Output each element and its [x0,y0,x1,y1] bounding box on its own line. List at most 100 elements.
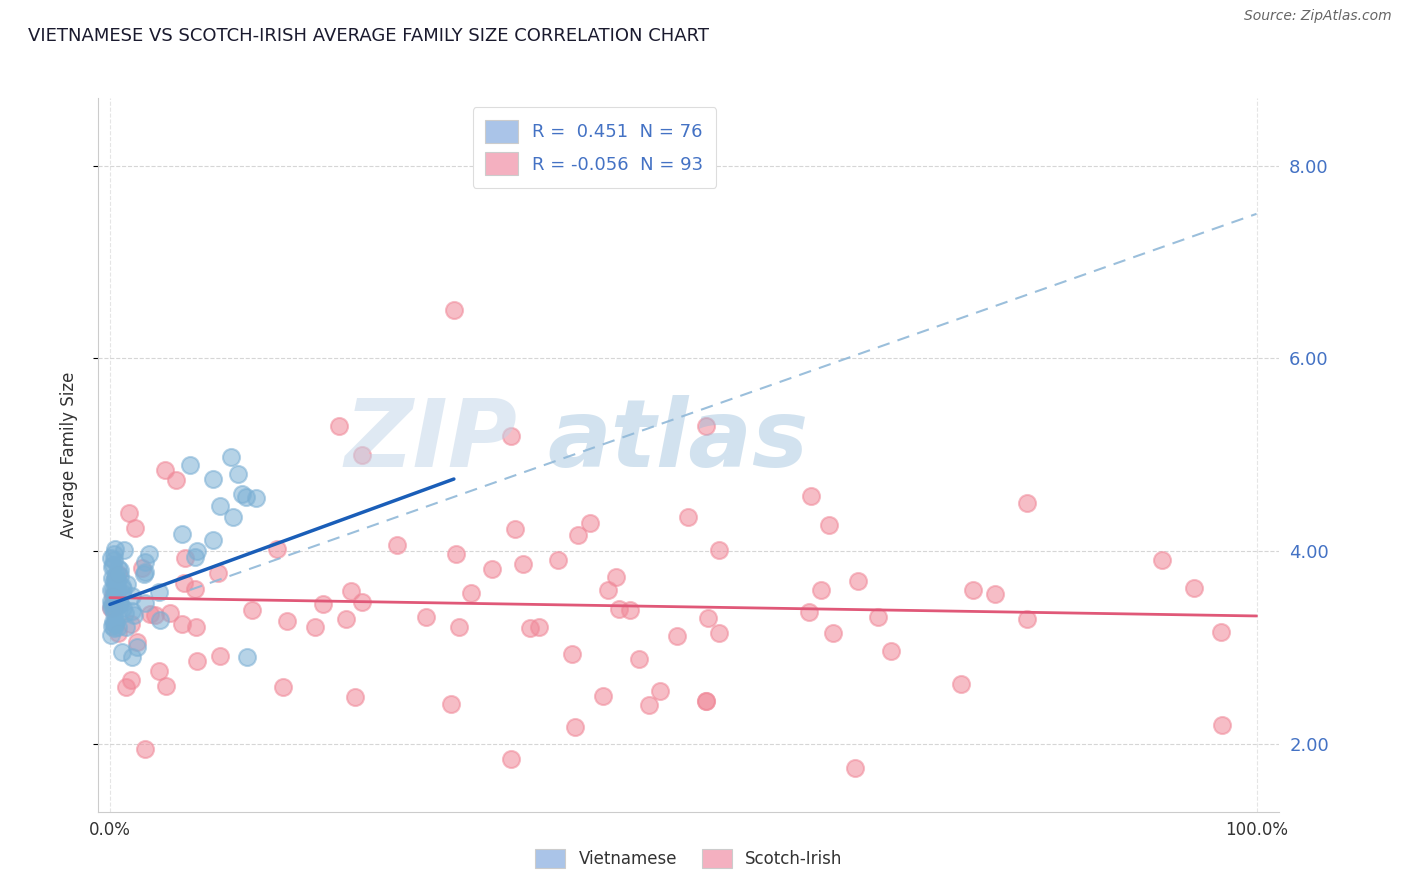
Point [236,650,259,665]
Point [121,604,143,618]
Point [104,586,127,600]
Point [799,605,821,619]
Point [107,561,129,575]
Text: Source: ZipAtlas.com: Source: ZipAtlas.com [1244,9,1392,23]
Point [100,594,122,608]
Point [512,557,534,571]
Point [547,553,569,567]
Point [108,568,131,582]
Point [183,549,205,564]
Point [266,542,288,557]
Point [101,558,124,573]
Point [134,742,156,756]
Point [103,553,125,567]
Point [170,616,193,631]
Point [124,608,146,623]
Point [207,566,229,580]
Point [335,612,357,626]
Point [120,616,142,631]
Point [112,543,135,558]
Point [104,591,127,605]
Point [879,643,901,657]
Point [105,579,128,593]
Point [810,582,832,597]
Point [101,599,124,614]
Point [219,450,242,464]
Point [138,607,160,622]
Point [501,752,523,766]
Point [619,603,641,617]
Point [172,527,194,541]
Point [598,582,620,597]
Point [226,467,249,481]
Point [104,573,127,587]
Point [108,596,131,610]
Point [121,589,143,603]
Point [352,448,374,462]
Text: VIETNAMESE VS SCOTCH-IRISH AVERAGE FAMILY SIZE CORRELATION CHART: VIETNAMESE VS SCOTCH-IRISH AVERAGE FAMIL… [28,27,709,45]
Point [605,570,627,584]
Point [201,533,224,548]
Point [1211,718,1233,732]
Point [104,616,127,631]
Point [104,571,127,585]
Point [387,538,409,552]
Point [443,303,465,318]
Point [519,621,541,635]
Point [1184,581,1206,595]
Point [114,606,136,620]
Point [103,548,125,562]
Point [105,573,128,587]
Point [100,601,122,615]
Point [709,625,731,640]
Point [527,620,550,634]
Point [695,694,717,708]
Point [112,601,135,615]
Y-axis label: Average Family Size: Average Family Size [59,372,77,538]
Point [415,610,437,624]
Point [245,491,267,505]
Point [209,499,232,513]
Point [202,472,225,486]
Point [104,615,127,630]
Point [1017,612,1039,626]
Point [100,550,122,565]
Point [115,620,138,634]
Text: ZIP: ZIP [344,394,517,487]
Point [846,574,869,589]
Point [110,597,132,611]
Point [121,650,143,665]
Point [105,590,128,604]
Point [444,547,467,561]
Point [100,600,122,615]
Point [101,597,124,611]
Point [866,609,889,624]
Point [127,640,149,654]
Point [134,565,156,579]
Point [231,487,253,501]
Point [821,625,844,640]
Point [1209,625,1232,640]
Point [818,517,841,532]
Point [186,544,208,558]
Point [984,587,1007,601]
Point [104,615,127,629]
Point [564,720,586,734]
Point [695,419,717,434]
Point [707,543,730,558]
Point [950,677,973,691]
Point [108,563,131,577]
Point [304,620,326,634]
Point [149,613,172,627]
Point [103,606,125,620]
Point [695,694,717,708]
Point [134,555,156,569]
Point [143,608,166,623]
Point [101,615,124,629]
Point [105,573,128,587]
Point [105,599,128,613]
Point [460,585,482,599]
Point [100,560,122,574]
Point [173,576,195,591]
Point [118,506,141,520]
